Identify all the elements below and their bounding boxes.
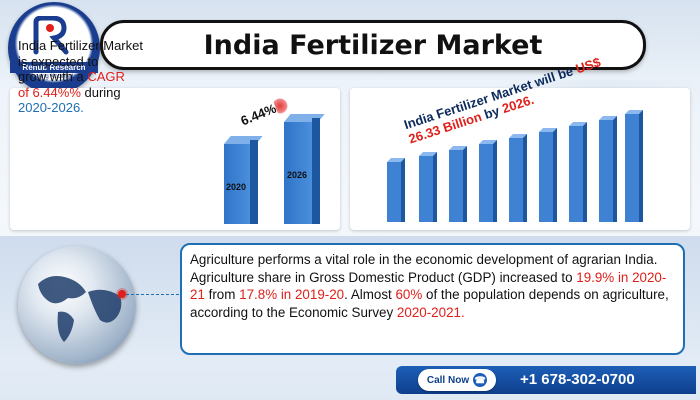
growth-line1: India Fertilizer Market — [18, 38, 143, 53]
forecast-bar — [569, 122, 587, 222]
info-highlight-3: 60% — [395, 287, 423, 303]
forecast-bar — [509, 134, 527, 222]
india-pin-icon — [118, 290, 126, 298]
phone-number[interactable]: +1 678-302-0700 — [520, 371, 635, 388]
title-banner: India Fertilizer Market — [100, 20, 646, 70]
forecast-bar — [599, 116, 617, 222]
bar-year-2026: 2026 — [287, 170, 308, 180]
bar-2020-side — [250, 140, 258, 224]
info-highlight-1: 19.9% in 2020-21 — [190, 269, 667, 303]
growth-line4-post: during — [80, 84, 121, 100]
call-now-button[interactable]: Call Now ☎ — [418, 369, 496, 391]
logo-mark — [33, 16, 69, 55]
renub-logo-icon: Renub Research Sharing Knowledge — [8, 2, 100, 94]
info-text-1: Agriculture performs a vital role in the… — [190, 252, 658, 285]
info-text-3: . Almost — [344, 287, 396, 303]
growth-line2: is expected to — [18, 53, 99, 69]
info-text-4: of the population depends on agriculture… — [190, 287, 669, 320]
forecast-bars — [387, 110, 643, 222]
forecast-bar-group — [387, 110, 643, 222]
forecast-bar — [625, 110, 643, 222]
forecast-bar — [449, 146, 467, 222]
bar-2026-side — [312, 118, 320, 224]
growth-line3: grow with a CAGR — [18, 69, 218, 85]
page-title: India Fertilizer Market — [203, 29, 543, 61]
forecast-bar — [387, 158, 405, 222]
forecast-bar — [479, 140, 497, 222]
bar-2026-front — [284, 122, 312, 224]
growth-line4: of 6.44%% during — [18, 85, 218, 101]
growth-text: India Fertilizer Market is expected to g… — [18, 38, 218, 116]
globe-continents — [38, 276, 122, 342]
info-text-2: from — [204, 287, 240, 303]
bar-2020-front — [224, 144, 250, 224]
logo-brand: Renub Research — [10, 62, 98, 73]
info-box: Agriculture performs a vital role in the… — [180, 243, 685, 355]
logo-tagline: Sharing Knowledge — [27, 74, 81, 80]
call-now-label: Call Now — [426, 374, 470, 386]
growth-cagr-word: CAGR — [87, 69, 125, 84]
growth-line3-pre: grow with a — [18, 69, 88, 84]
info-highlight-2: 17.8% in 2019-20 — [239, 287, 345, 303]
growth-period: 2020-2026. — [18, 100, 84, 115]
growth-cagr-value: of 6.44%% — [18, 84, 81, 100]
forecast-bar — [419, 152, 437, 222]
bar-year-2020: 2020 — [226, 182, 247, 192]
pointer-line — [126, 294, 184, 296]
info-highlight-4: 2020-2021. — [396, 304, 465, 320]
phone-icon: ☎ — [473, 373, 488, 387]
forecast-bar — [539, 128, 557, 222]
